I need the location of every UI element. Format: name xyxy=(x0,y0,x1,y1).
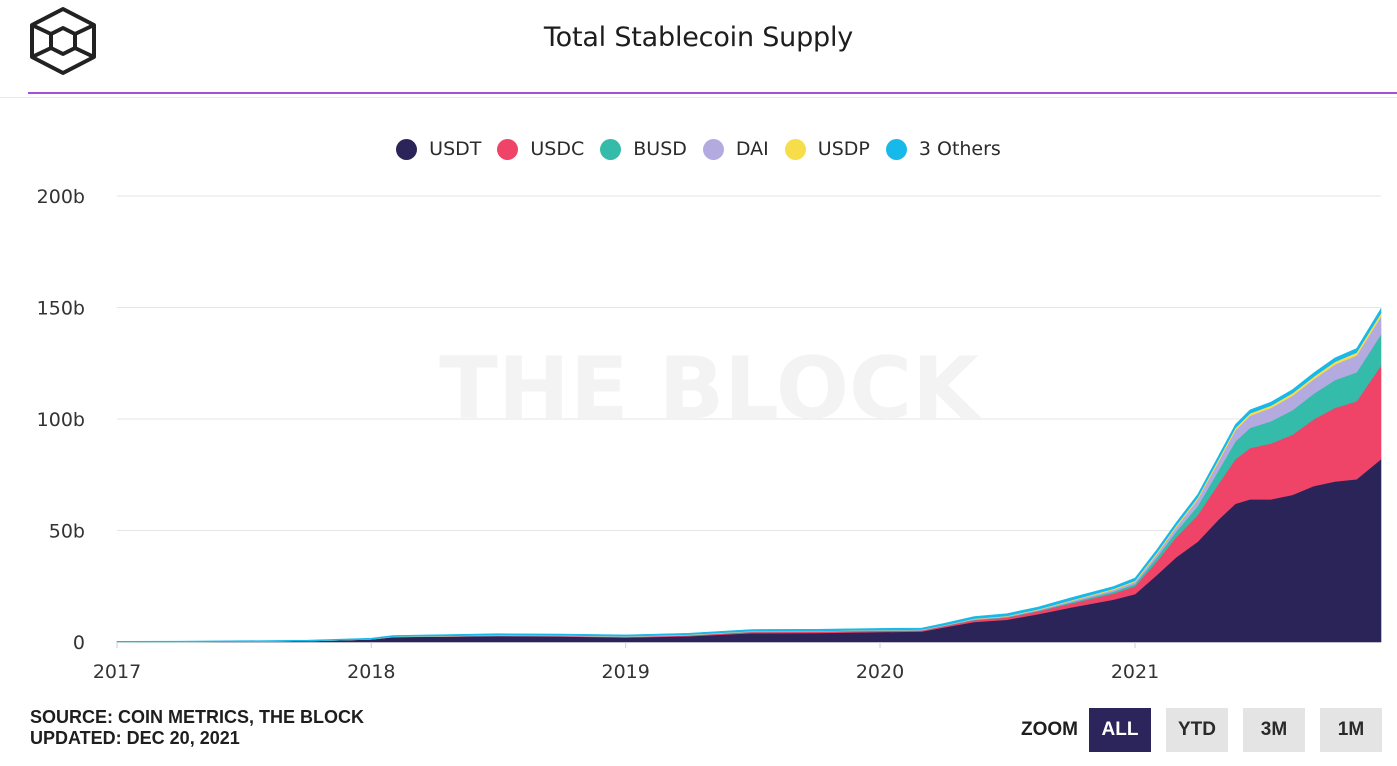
legend-item-usdc[interactable]: USDC xyxy=(497,138,584,160)
zoom-controls: ZOOM ALL YTD 3M 1M xyxy=(1021,708,1382,752)
y-tick-label: 150b xyxy=(37,298,85,320)
zoom-button-3m[interactable]: 3M xyxy=(1243,708,1305,752)
legend-dot-icon xyxy=(396,138,418,160)
header-divider-shadow xyxy=(0,97,1397,98)
legend-dot-icon xyxy=(497,138,519,160)
legend-dot-icon xyxy=(600,138,622,160)
header-divider xyxy=(28,92,1397,94)
legend-label: USDC xyxy=(530,138,585,160)
legend-item-dai[interactable]: DAI xyxy=(702,138,769,160)
legend-label: DAI xyxy=(735,138,769,160)
y-tick-label: 100b xyxy=(37,409,85,431)
stacked-area-chart: 0 50b 100b 150b 200b THE BLOCK 2017 2018 2019 202… xyxy=(37,186,1382,683)
header: Total Stablecoin Supply xyxy=(0,0,1397,98)
source-text: SOURCE: COIN METRICS, THE BLOCK xyxy=(30,707,365,727)
legend-label: BUSD xyxy=(633,138,687,160)
zoom-button-1m[interactable]: 1M xyxy=(1320,708,1382,752)
chart-legend: USDT USDC BUSD DAI USDP 3 Others xyxy=(0,136,1397,162)
x-tick-label: 2019 xyxy=(601,661,649,683)
y-tick-label: 50b xyxy=(49,521,85,543)
legend-label: USDT xyxy=(429,138,482,160)
y-tick-label: 200b xyxy=(37,186,85,208)
legend-item-3-others[interactable]: 3 Others xyxy=(885,138,1001,160)
x-tick-label: 2018 xyxy=(347,661,395,683)
legend-dot-icon xyxy=(885,138,907,160)
x-tick-label: 2017 xyxy=(93,661,141,683)
legend-item-busd[interactable]: BUSD xyxy=(600,138,687,160)
zoom-button-all[interactable]: ALL xyxy=(1089,708,1151,752)
area-series-3-others xyxy=(116,307,1382,643)
x-tick-label: 2020 xyxy=(856,661,904,683)
chart-title: Total Stablecoin Supply xyxy=(543,22,854,53)
zoom-button-ytd[interactable]: YTD xyxy=(1166,708,1228,752)
watermark-text: THE BLOCK xyxy=(439,339,982,439)
legend-dot-icon xyxy=(702,138,724,160)
the-block-logo-icon xyxy=(30,7,96,75)
y-tick-label: 0 xyxy=(73,632,85,654)
legend-label: 3 Others xyxy=(918,138,1001,160)
legend-item-usdp[interactable]: USDP xyxy=(784,138,870,160)
x-tick-label: 2021 xyxy=(1111,661,1159,683)
zoom-label: ZOOM xyxy=(1021,719,1078,740)
updated-text: UPDATED: DEC 20, 2021 xyxy=(30,728,240,748)
legend-dot-icon xyxy=(784,138,806,160)
source-note: SOURCE: COIN METRICS, THE BLOCK UPDATED:… xyxy=(30,707,364,749)
legend-item-usdt[interactable]: USDT xyxy=(396,138,481,160)
area-series-usdt xyxy=(116,458,1382,643)
legend-label: USDP xyxy=(817,138,870,160)
